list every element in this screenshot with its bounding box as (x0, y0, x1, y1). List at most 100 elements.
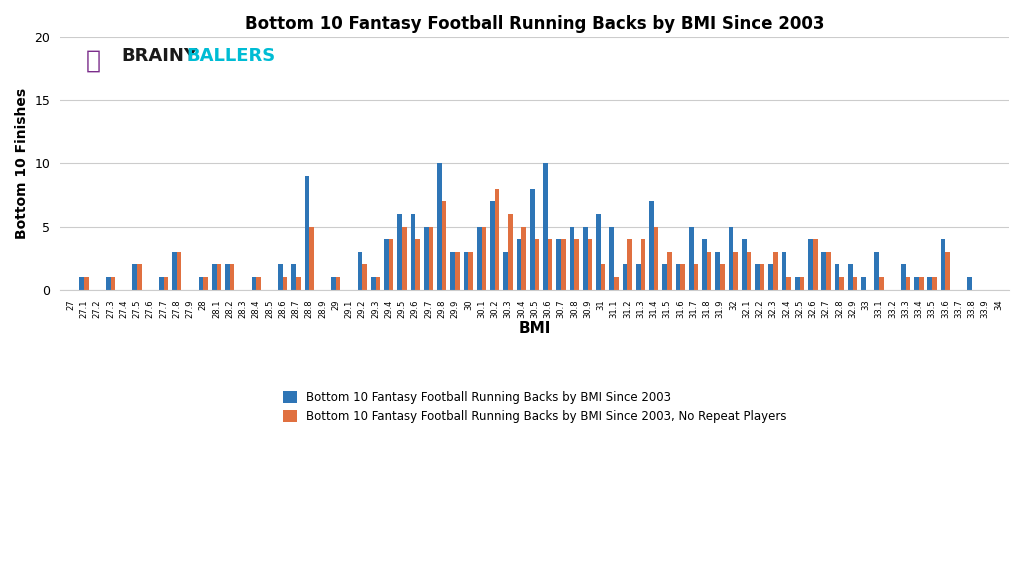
Bar (781, 252, 786, 290)
Bar (225, 264, 229, 290)
Bar (919, 277, 924, 290)
Bar (663, 264, 667, 290)
Bar (397, 214, 402, 290)
Bar (252, 277, 256, 290)
Text: ⛏: ⛏ (86, 49, 100, 73)
Bar (746, 252, 752, 290)
Bar (968, 277, 972, 290)
Bar (945, 252, 950, 290)
Bar (932, 277, 937, 290)
Bar (601, 264, 605, 290)
Bar (667, 252, 672, 290)
Bar (464, 252, 468, 290)
Bar (229, 264, 234, 290)
Bar (561, 239, 565, 290)
Bar (596, 214, 601, 290)
Bar (296, 277, 301, 290)
Bar (614, 277, 618, 290)
Text: BALLERS: BALLERS (186, 47, 275, 65)
Bar (880, 277, 884, 290)
Bar (441, 201, 446, 290)
Bar (800, 277, 804, 290)
Bar (490, 201, 495, 290)
Bar (636, 264, 641, 290)
Bar (928, 277, 932, 290)
Bar (468, 252, 473, 290)
Bar (84, 277, 89, 290)
Bar (835, 264, 840, 290)
Bar (649, 201, 654, 290)
Bar (517, 239, 521, 290)
Bar (424, 227, 429, 290)
Bar (742, 239, 746, 290)
Bar (588, 239, 592, 290)
Bar (376, 277, 380, 290)
Bar (164, 277, 168, 290)
Bar (569, 227, 574, 290)
Bar (702, 239, 707, 290)
Bar (204, 277, 208, 290)
Bar (535, 239, 540, 290)
X-axis label: BMI: BMI (518, 321, 551, 336)
Bar (309, 227, 314, 290)
Bar (530, 189, 535, 290)
Bar (848, 264, 853, 290)
Bar (641, 239, 645, 290)
Bar (279, 264, 283, 290)
Bar (256, 277, 261, 290)
Bar (583, 227, 588, 290)
Bar (411, 214, 416, 290)
Bar (477, 227, 481, 290)
Bar (795, 277, 800, 290)
Bar (451, 252, 455, 290)
Bar (853, 277, 857, 290)
Bar (689, 227, 693, 290)
Bar (840, 277, 844, 290)
Bar (813, 239, 817, 290)
Bar (733, 252, 738, 290)
Bar (177, 252, 181, 290)
Bar (429, 227, 433, 290)
Bar (331, 277, 336, 290)
Y-axis label: Bottom 10 Finishes: Bottom 10 Finishes (15, 88, 29, 239)
Bar (826, 252, 830, 290)
Bar (609, 227, 614, 290)
Bar (574, 239, 579, 290)
Bar (623, 264, 628, 290)
Bar (676, 264, 680, 290)
Bar (437, 163, 441, 290)
Bar (786, 277, 791, 290)
Bar (292, 264, 296, 290)
Bar (707, 252, 712, 290)
Bar (199, 277, 204, 290)
Bar (914, 277, 919, 290)
Bar (80, 277, 84, 290)
Bar (283, 277, 288, 290)
Bar (901, 264, 905, 290)
Bar (481, 227, 486, 290)
Bar (495, 189, 500, 290)
Bar (548, 239, 553, 290)
Bar (416, 239, 420, 290)
Bar (389, 239, 393, 290)
Bar (212, 264, 216, 290)
Bar (773, 252, 778, 290)
Bar (628, 239, 632, 290)
Bar (768, 264, 773, 290)
Bar (760, 264, 765, 290)
Bar (336, 277, 340, 290)
Bar (105, 277, 111, 290)
Title: Bottom 10 Fantasy Football Running Backs by BMI Since 2003: Bottom 10 Fantasy Football Running Backs… (245, 15, 824, 33)
Bar (905, 277, 910, 290)
Bar (305, 176, 309, 290)
Bar (402, 227, 407, 290)
Bar (362, 264, 367, 290)
Bar (729, 227, 733, 290)
Bar (756, 264, 760, 290)
Bar (680, 264, 685, 290)
Bar (808, 239, 813, 290)
Bar (861, 277, 866, 290)
Bar (654, 227, 658, 290)
Text: BRAINY: BRAINY (122, 47, 198, 65)
Bar (455, 252, 460, 290)
